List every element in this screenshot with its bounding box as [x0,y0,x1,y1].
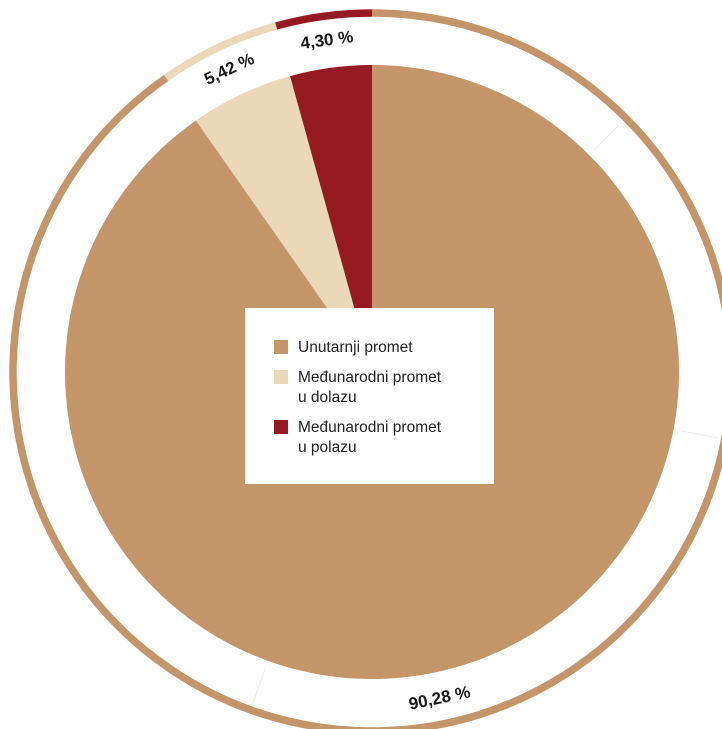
band-divider [593,122,621,150]
legend-label: Unutarnji promet [298,338,413,358]
band-divider [252,666,266,704]
data-label: 4,30 % [299,27,354,53]
legend-swatch [274,340,288,354]
band-divider [679,431,718,438]
data-label: 90,28 % [407,682,472,713]
legend-label: Međunarodni promet u polazu [298,418,441,458]
ring-segment [276,13,372,26]
legend-swatch [274,370,288,384]
legend-item-polazu: Međunarodni promet u polazu [274,418,494,458]
legend: Unutarnji promet Međunarodni promet u do… [245,308,494,484]
legend-item-unutarnji: Unutarnji promet [274,338,494,358]
legend-swatch [274,420,288,434]
legend-label: Međunarodni promet u dolazu [298,368,441,408]
legend-item-dolazu: Međunarodni promet u dolazu [274,368,494,408]
